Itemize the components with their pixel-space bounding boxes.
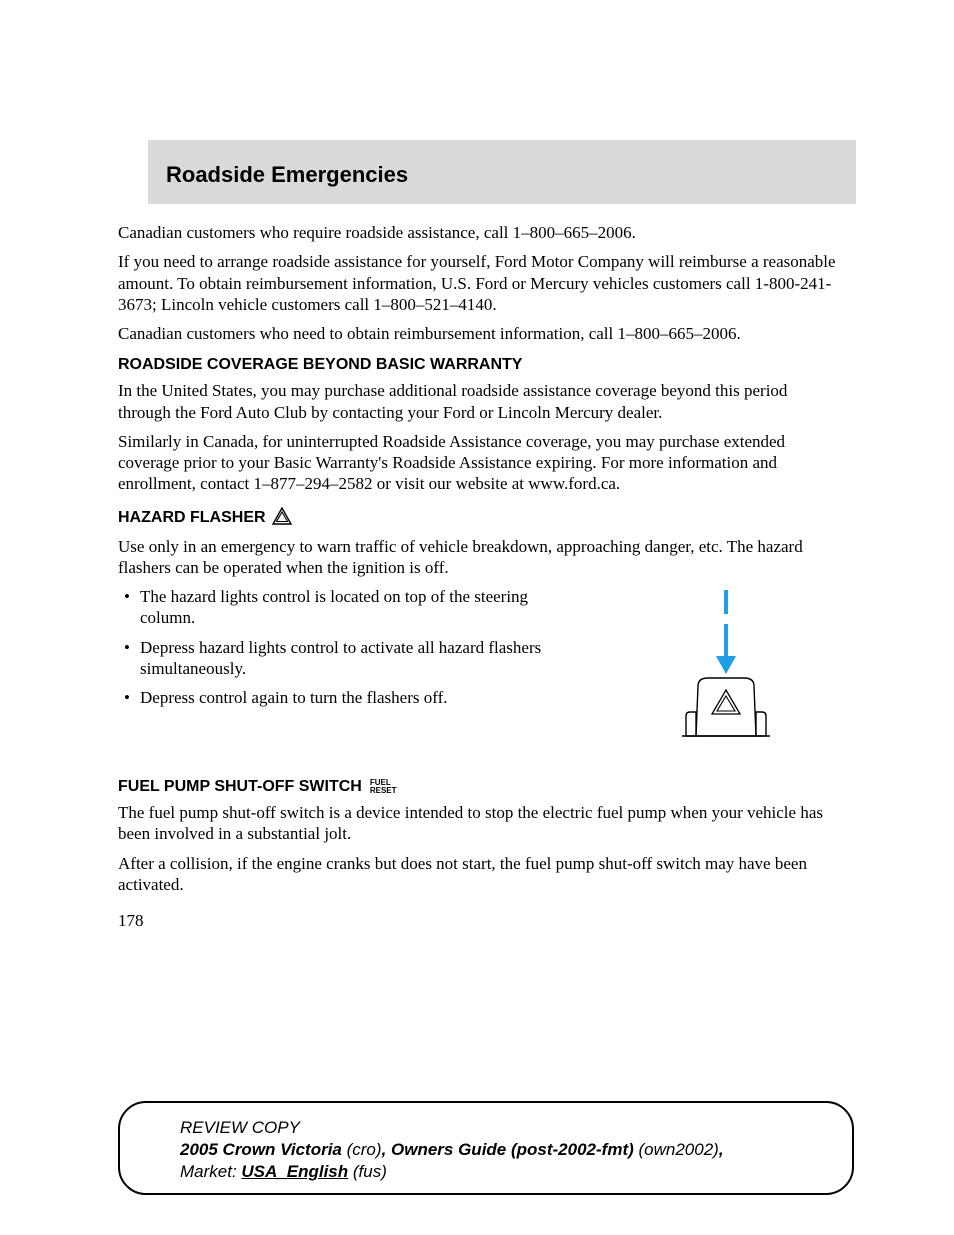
hazard-two-column: The hazard lights control is located on … [118,586,836,766]
footer-comma: , [719,1140,724,1159]
paragraph: Canadian customers who require roadside … [118,222,836,243]
fuel-reset-icon: FUEL RESET [370,779,397,794]
footer-line-1: REVIEW COPY [180,1117,824,1139]
footer-guide: , Owners Guide (post-2002-fmt) [382,1140,639,1159]
footer-review-box: REVIEW COPY 2005 Crown Victoria (cro), O… [118,1101,854,1195]
heading-text: HAZARD FLASHER [118,509,266,527]
hazard-intro: Use only in an emergency to warn traffic… [118,536,836,579]
hazard-switch-diagram [656,586,796,766]
paragraph: Use only in an emergency to warn traffic… [118,536,836,579]
footer-line-2: 2005 Crown Victoria (cro), Owners Guide … [180,1139,824,1161]
footer-market: USA_English [241,1162,348,1181]
chapter-title-bar: Roadside Emergencies [148,140,856,204]
coverage-paragraphs: In the United States, you may purchase a… [118,380,836,494]
list-item: Depress control again to turn the flashe… [140,687,586,708]
paragraph: After a collision, if the engine cranks … [118,853,836,896]
footer-model: 2005 Crown Victoria [180,1140,347,1159]
warning-triangle-icon [272,507,292,530]
page-number: 178 [118,911,836,931]
heading-text: ROADSIDE COVERAGE BEYOND BASIC WARRANTY [118,356,522,374]
footer-code: (cro) [347,1140,382,1159]
footer-code: (fus) [348,1162,387,1181]
intro-paragraphs: Canadian customers who require roadside … [118,222,836,344]
page-content: Roadside Emergencies Canadian customers … [0,0,954,931]
paragraph: In the United States, you may purchase a… [118,380,836,423]
section-heading-coverage: ROADSIDE COVERAGE BEYOND BASIC WARRANTY [118,356,836,374]
paragraph: The fuel pump shut-off switch is a devic… [118,802,836,845]
fuel-paragraphs: The fuel pump shut-off switch is a devic… [118,802,836,895]
list-item: Depress hazard lights control to activat… [140,637,586,680]
heading-text: FUEL PUMP SHUT-OFF SWITCH [118,778,362,796]
hazard-diagram-col [616,586,836,766]
paragraph: Canadian customers who need to obtain re… [118,323,836,344]
footer-line-3: Market: USA_English (fus) [180,1161,824,1183]
hazard-bullet-list: The hazard lights control is located on … [118,586,586,708]
section-heading-hazard: HAZARD FLASHER [118,507,836,530]
footer-market-label: Market: [180,1162,241,1181]
chapter-title: Roadside Emergencies [166,162,838,188]
hazard-bullets-col: The hazard lights control is located on … [118,586,586,766]
footer-code: (own2002) [639,1140,719,1159]
paragraph: If you need to arrange roadside assistan… [118,251,836,315]
fuel-label-bottom: RESET [370,787,397,795]
section-heading-fuel: FUEL PUMP SHUT-OFF SWITCH FUEL RESET [118,778,836,796]
paragraph: Similarly in Canada, for uninterrupted R… [118,431,836,495]
list-item: The hazard lights control is located on … [140,586,586,629]
